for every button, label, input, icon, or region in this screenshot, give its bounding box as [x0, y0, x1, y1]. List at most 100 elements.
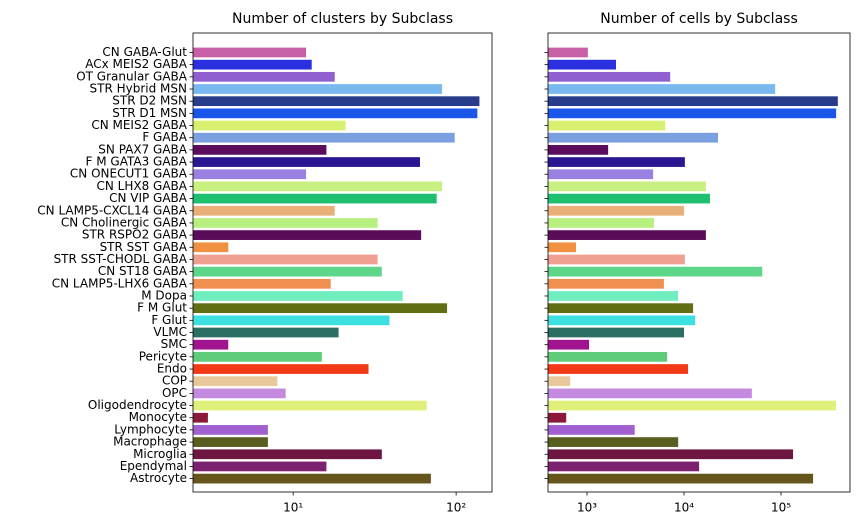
bar — [548, 242, 577, 253]
bar — [193, 351, 322, 362]
bar — [193, 315, 390, 326]
bar — [193, 218, 378, 228]
bar — [548, 120, 666, 131]
bar — [193, 412, 208, 423]
bar — [193, 376, 278, 387]
bar — [193, 461, 327, 472]
bar — [193, 449, 382, 460]
bar — [193, 84, 443, 94]
axes-frame — [547, 32, 851, 493]
y-tick-label: F M GATA3 GABA — [86, 155, 188, 169]
bar — [548, 339, 590, 350]
bar — [193, 388, 286, 399]
bar — [193, 242, 229, 253]
bar — [193, 120, 346, 131]
bar — [548, 205, 685, 216]
bar — [193, 473, 431, 484]
bar — [193, 71, 335, 82]
y-tick-label: CN LHX8 GABA — [97, 179, 188, 193]
y-tick-label: STR D2 MSN — [112, 94, 187, 108]
y-tick-label: CN ST18 GABA — [98, 264, 188, 278]
bar — [548, 157, 685, 167]
y-tick-label: CN LAMP5-LHX6 GABA — [52, 276, 188, 290]
x-tick-label: 10¹ — [283, 501, 303, 515]
y-tick-label: F M Glut — [137, 301, 187, 315]
bar — [193, 205, 335, 216]
bar — [548, 351, 668, 362]
bar — [193, 59, 312, 70]
y-tick-label: OT Granular GABA — [76, 69, 188, 83]
bar — [548, 218, 654, 228]
x-tick-label: 10³ — [577, 501, 597, 515]
bar — [548, 473, 814, 484]
x-tick-label: 10² — [446, 501, 466, 515]
y-tick-label: Pericyte — [139, 349, 187, 363]
bar — [548, 59, 617, 70]
bar — [548, 193, 710, 204]
bar — [548, 412, 567, 423]
bar — [193, 339, 229, 350]
bar — [193, 291, 403, 301]
bar — [193, 96, 480, 107]
y-tick-label: STR RSPO2 GABA — [82, 228, 188, 242]
bar — [193, 132, 455, 143]
bar — [548, 291, 679, 301]
bar — [193, 327, 339, 338]
bar — [193, 303, 448, 314]
bar — [193, 145, 327, 155]
bar — [548, 47, 588, 58]
bar — [548, 461, 700, 472]
y-tick-label: F GABA — [142, 130, 187, 144]
y-tick-label: Oligodendrocyte — [88, 398, 187, 412]
y-tick-label: SMC — [161, 337, 187, 351]
bar — [548, 169, 654, 180]
bar — [193, 278, 331, 289]
panel-title: Number of clusters by Subclass — [232, 11, 453, 27]
bar — [548, 181, 706, 192]
y-tick-label: Astrocyte — [130, 471, 187, 485]
y-tick-label: F Glut — [151, 313, 187, 327]
y-tick-label: SN PAX7 GABA — [98, 142, 187, 156]
bar — [193, 425, 268, 435]
bar — [193, 108, 478, 119]
y-tick-label: Ependymal — [120, 459, 187, 473]
bar — [548, 132, 719, 143]
bar — [548, 96, 838, 107]
bar — [548, 145, 609, 155]
bar — [548, 376, 571, 387]
y-tick-label: CN VIP GABA — [109, 191, 188, 205]
bar — [548, 364, 689, 374]
bar — [193, 157, 420, 167]
bar — [548, 84, 776, 94]
y-tick-label: CN LAMP5-CXCL14 GABA — [37, 203, 188, 217]
y-tick-label: Macrophage — [113, 435, 187, 449]
axes-frame — [192, 32, 493, 493]
bar — [193, 47, 307, 58]
y-tick-label: STR Hybrid MSN — [90, 82, 188, 96]
y-tick-label: VLMC — [153, 325, 187, 339]
bar — [193, 181, 443, 192]
bar — [548, 315, 696, 326]
bar — [193, 437, 268, 447]
bar — [193, 364, 369, 374]
y-tick-label: ACx MEIS2 GABA — [85, 57, 188, 71]
y-tick-label: Monocyte — [129, 410, 187, 424]
bar — [548, 108, 837, 119]
x-tick-label: 10⁴ — [674, 501, 694, 515]
bar — [193, 193, 437, 204]
y-tick-label: COP — [162, 374, 187, 388]
y-tick-label: CN GABA-Glut — [102, 45, 187, 59]
bar — [548, 71, 671, 82]
bar — [548, 278, 664, 289]
bar — [548, 388, 752, 399]
y-tick-label: STR SST GABA — [100, 240, 188, 254]
bar — [193, 400, 427, 411]
y-tick-label: Microglia — [133, 447, 187, 461]
bar — [548, 230, 706, 240]
bar — [548, 254, 685, 265]
bar — [193, 254, 378, 265]
bar — [548, 266, 763, 277]
y-tick-label: STR SST-CHODL GABA — [54, 252, 188, 266]
y-tick-label: CN ONECUT1 GABA — [70, 167, 188, 181]
